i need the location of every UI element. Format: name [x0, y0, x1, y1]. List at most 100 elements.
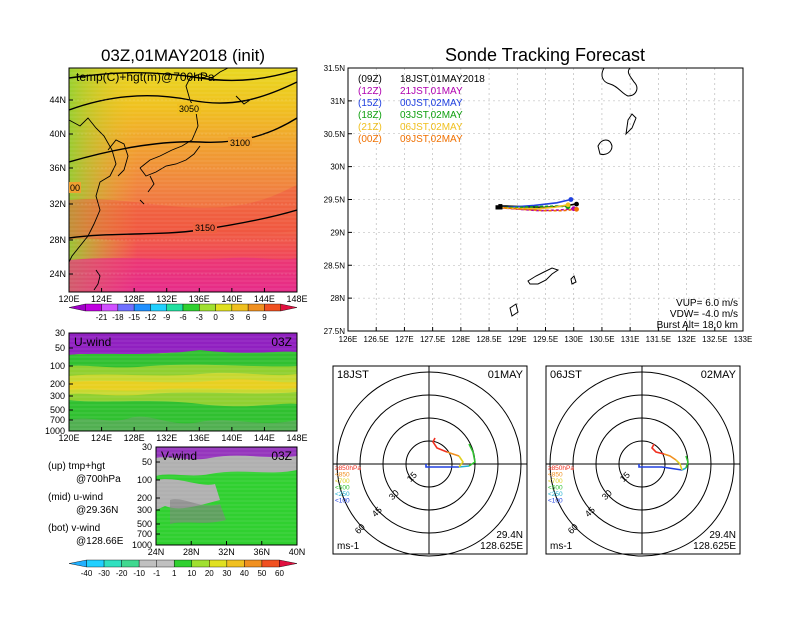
temp-colorbar-label: -3 [196, 313, 204, 322]
hodograph-level-legend: <850 [335, 472, 350, 479]
hodograph-level-legend: <250 [335, 491, 350, 498]
wind-colorbar-swatch [68, 559, 87, 568]
hodograph-date: 01MAY [488, 369, 524, 381]
track-legend-text: 18JST,01MAY2018 [400, 74, 485, 85]
temp-colorbar-swatch [166, 303, 184, 312]
hodograph-level-legend: <700 [548, 478, 563, 485]
v-wind-x-label: 28N [183, 547, 200, 557]
hodograph-left: 18JST 01MAY29.4N128.625Ems-115304560≥850h… [332, 365, 528, 557]
hodograph-wind-trace [468, 443, 476, 467]
wind-colorbar-swatch [86, 559, 105, 568]
wind-colorbar-swatch [103, 559, 122, 568]
hodograph-level-legend: <100 [548, 498, 563, 505]
track-params: VUP= 6.0 m/s VDW= -4.0 m/s Burst Alt= 18… [657, 298, 738, 331]
amami-oshima [527, 267, 560, 285]
track-legend-code: (21Z) [358, 122, 382, 133]
wind-colorbar-label: 40 [240, 569, 249, 578]
wind-colorbar-label: -40 [81, 569, 93, 578]
hodograph-wind-trace [685, 455, 689, 469]
hodograph-wind-trace [675, 459, 683, 471]
map-frame [68, 67, 298, 293]
tanegashima [625, 113, 637, 136]
hodograph-unit: ms-1 [337, 541, 360, 552]
hodograph-wind-trace [651, 443, 665, 455]
track-legend-text: 03JST,02MAY [400, 110, 463, 121]
hodograph-time-jst: 06JST [550, 369, 582, 381]
track-y-label: 27.5N [324, 327, 346, 336]
temp-colorbar-swatch [247, 303, 265, 312]
track-x-label: 132E [677, 335, 696, 344]
track-x-label: 129.5E [533, 335, 558, 344]
v-wind-section [156, 447, 297, 545]
map-gridlines [69, 99, 297, 275]
wind-colorbar-label: 30 [222, 569, 231, 578]
wind-colorbar-swatch [209, 559, 228, 568]
track-x-label: 126E [339, 335, 358, 344]
wind-colorbar-label: 10 [187, 569, 196, 578]
map-lon-ticks: 120E 124E 128E 132E 136E 140E 144E 148E [58, 288, 308, 304]
wind-colorbar-swatch [138, 559, 157, 568]
temp-colorbar-label: 3 [230, 313, 235, 322]
track-legend-code: (15Z) [358, 98, 382, 109]
caption-bot-lon: @128.66E [76, 536, 124, 547]
v-wind-y-label: 500 [137, 519, 152, 529]
track-y-ticks: 31.5N 31N 30.5N 30N 29.5N 29N 28.5N 28N 27.5N [324, 64, 352, 336]
u-wind-y-label: 500 [50, 405, 65, 415]
wind-colorbar-swatch [279, 559, 298, 568]
map-lon-label: 140E [221, 294, 242, 304]
wind-colorbar-swatch [121, 559, 140, 568]
v-wind-y-label: 200 [137, 493, 152, 503]
track-launch-point [495, 205, 500, 210]
contour-label-3000-clipped: 00 [70, 183, 80, 193]
hodograph-right: 06JST 02MAY29.4N128.625Ems-115304560≥850h… [545, 365, 741, 557]
map-lon-label: 128E [124, 294, 145, 304]
v-wind-x-label: 36N [253, 547, 270, 557]
caption-up-level: @700hPa [76, 474, 121, 485]
right-panel-title: Sonde Tracking Forecast [445, 45, 645, 65]
map-contour-labels: 3050 3100 3150 00 [69, 103, 252, 233]
hodograph-date: 02MAY [701, 369, 737, 381]
wind-colorbar-label: 50 [257, 569, 266, 578]
map-lat-label: 32N [49, 199, 66, 209]
map-lon-label: 124E [91, 294, 112, 304]
hodograph-wind-trace [638, 464, 683, 471]
left-panel-title: 03Z,01MAY2018 (init) [101, 46, 265, 65]
u-wind-x-label: 148E [286, 433, 307, 443]
hodograph-unit: ms-1 [550, 541, 573, 552]
track-legend: (09Z) 18JST,01MAY2018 (12Z) 21JST,01MAY (15Z… [358, 74, 485, 145]
u-wind-y-label: 200 [50, 379, 65, 389]
u-wind-hatching [69, 333, 297, 431]
kikaijima [570, 275, 577, 285]
wind-colorbar-swatch [244, 559, 263, 568]
track-x-label: 128.5E [476, 335, 501, 344]
u-wind-x-label: 120E [58, 433, 79, 443]
hodograph-level-legend: ≥850hPa [548, 465, 574, 472]
tokunoshima [509, 303, 519, 317]
track-x-label: 129E [508, 335, 527, 344]
u-wind-y-label: 700 [50, 415, 65, 425]
map-lat-label: 40N [49, 129, 66, 139]
map-lon-label: 148E [286, 294, 307, 304]
track-x-ticks: 126E 126.5E 127E 127.5E 128E 128.5E 129E 129.5E… [339, 327, 752, 344]
track-coastlines [509, 68, 638, 317]
contour-label-3050: 3050 [179, 104, 199, 114]
track-x-label: 128E [452, 335, 471, 344]
hodograph-frame [332, 365, 528, 555]
panel-captions: (up) tmp+hgt @700hPa (mid) u-wind @29.36… [48, 461, 124, 547]
track-y-label: 29.5N [324, 196, 346, 205]
temp-colorbar-swatch [68, 303, 86, 312]
hodograph-wind-trace [458, 465, 470, 468]
track-burst-point [565, 202, 571, 208]
caption-bot: (bot) v-wind [48, 523, 100, 534]
hodograph-level-legend: <700 [335, 478, 350, 485]
map-lon-label: 132E [156, 294, 177, 304]
u-wind-section [69, 333, 297, 431]
temp-colorbar-swatch [150, 303, 167, 312]
map-label: temp(C)+hgt(m)@700hPa [76, 70, 215, 84]
v-wind-time: 03Z [271, 449, 292, 463]
track-burst-point [574, 201, 579, 207]
u-wind-x-label: 144E [254, 433, 275, 443]
yakushima [597, 139, 613, 155]
